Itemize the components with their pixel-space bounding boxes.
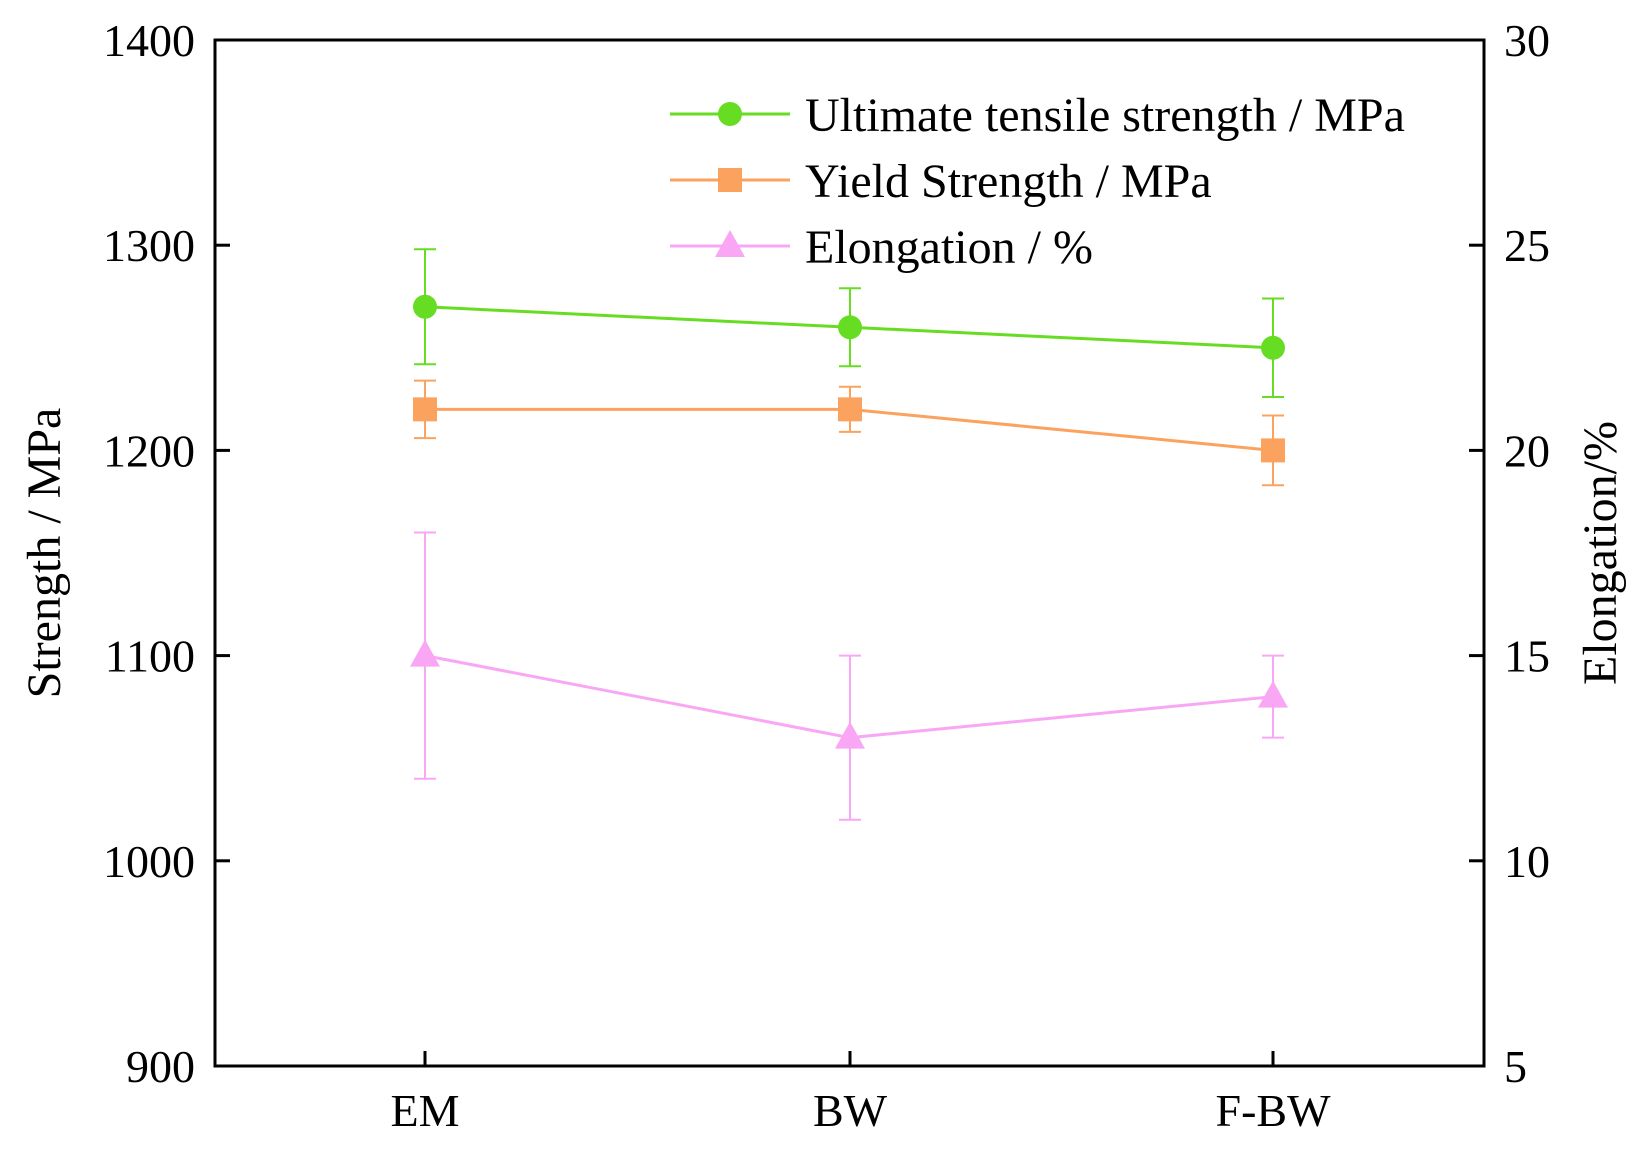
data-point (1261, 438, 1285, 463)
series-2 (410, 531, 1288, 821)
data-layer (410, 248, 1288, 821)
x-tick-label: F-BW (1216, 1085, 1332, 1136)
left-tick-label: 1200 (103, 425, 195, 476)
right-tick-label: 30 (1504, 15, 1550, 66)
right-tick-label: 25 (1504, 220, 1550, 271)
series-1 (413, 379, 1285, 487)
right-tick-label: 10 (1504, 836, 1550, 887)
data-point (838, 315, 862, 340)
right-tick-label: 15 (1504, 631, 1550, 682)
right-tick-label: 20 (1504, 425, 1550, 476)
legend-label: Yield Strength / MPa (805, 155, 1212, 208)
x-tick-label: BW (813, 1085, 888, 1136)
data-point (1258, 680, 1288, 708)
legend-marker (715, 230, 745, 257)
data-point (410, 639, 440, 667)
legend-marker (718, 102, 742, 126)
left-axis: 900 1000 1100 1200 1300 1400 (103, 15, 230, 1092)
data-point (835, 721, 865, 749)
left-tick-label: 1400 (103, 15, 195, 66)
left-tick-label: 1100 (105, 631, 195, 682)
left-axis-title: Strength / MPa (18, 408, 71, 699)
data-point (413, 397, 437, 422)
x-axis: EM BW F-BW (391, 1051, 1332, 1136)
right-tick-label: 5 (1504, 1041, 1527, 1092)
series-0 (413, 248, 1285, 399)
legend-label: Ultimate tensile strength / MPa (805, 89, 1405, 142)
legend-marker (718, 168, 742, 192)
legend-item: Ultimate tensile strength / MPa (670, 89, 1405, 142)
data-point (413, 294, 437, 319)
legend: Ultimate tensile strength / MPa Yield Str… (670, 89, 1405, 274)
left-tick-label: 1000 (103, 836, 195, 887)
left-tick-label: 1300 (103, 220, 195, 271)
legend-item: Yield Strength / MPa (670, 155, 1212, 208)
right-axis-title: Elongation/% (1574, 421, 1627, 685)
right-axis: 5 10 15 20 25 30 (1469, 15, 1550, 1092)
data-point (838, 397, 862, 422)
left-tick-label: 900 (126, 1041, 195, 1092)
legend-item: Elongation / % (670, 221, 1093, 274)
legend-label: Elongation / % (805, 221, 1093, 274)
x-tick-label: EM (391, 1085, 460, 1136)
data-point (1261, 335, 1285, 360)
